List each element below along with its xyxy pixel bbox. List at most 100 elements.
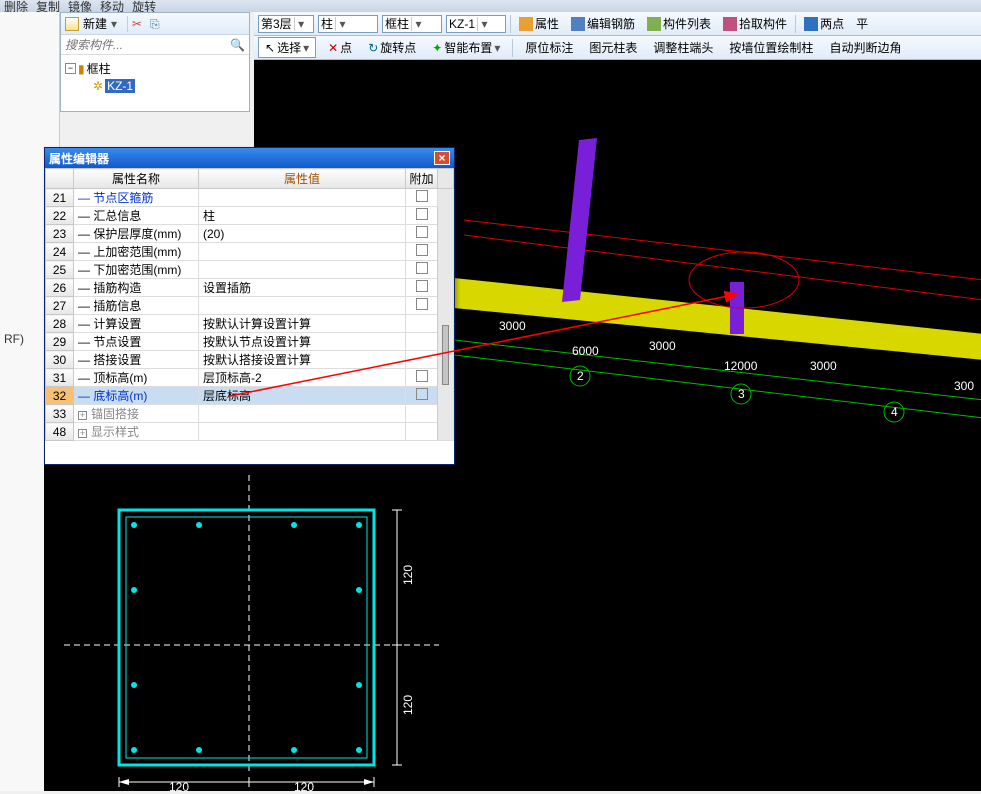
grid-row[interactable]: 48+显示样式	[46, 423, 454, 441]
cursor-icon: ↖	[265, 41, 275, 55]
svg-text:6000: 6000	[572, 344, 599, 358]
prop-value[interactable]	[199, 243, 406, 261]
grid-row[interactable]: 27— 插筋信息	[46, 297, 454, 315]
prop-value[interactable]	[199, 405, 406, 423]
cut-icon[interactable]: ✂	[132, 17, 146, 31]
property-grid: 属性名称 属性值 附加 21— 节点区箍筋22— 汇总信息柱23— 保护层厚度(…	[45, 168, 454, 464]
grid-row[interactable]: 30— 搭接设置按默认搭接设置计算	[46, 351, 454, 369]
prop-name: +显示样式	[74, 423, 199, 441]
attr-button[interactable]: 属性	[515, 14, 563, 33]
close-button[interactable]: ×	[434, 151, 450, 165]
grid-row[interactable]: 33+锚固搭接	[46, 405, 454, 423]
prop-value[interactable]	[199, 423, 406, 441]
scrollbar-track[interactable]	[438, 189, 454, 441]
col-name[interactable]: 属性名称	[74, 169, 199, 189]
svg-text:4: 4	[891, 405, 898, 419]
type-combo[interactable]: 柱▾	[318, 15, 378, 33]
rotpoint-button[interactable]: ↻旋转点	[364, 38, 420, 57]
rownum: 30	[46, 351, 74, 369]
dialog-title: 属性编辑器	[49, 150, 109, 167]
context-toolbar: 第3层▾ 柱▾ 框柱▾ KZ-1▾ 属性 编辑钢筋 构件列表 拾取构件 两点 平	[254, 12, 981, 36]
extra-checkbox[interactable]	[406, 369, 438, 387]
rownum: 28	[46, 315, 74, 333]
extra-checkbox[interactable]	[406, 351, 438, 369]
extra-checkbox[interactable]	[406, 243, 438, 261]
metacol-button[interactable]: 图元柱表	[585, 38, 641, 57]
prop-value[interactable]: 层顶标高-2	[199, 369, 406, 387]
search-input[interactable]	[65, 38, 230, 52]
tree-child[interactable]: ✲ KZ-1	[65, 78, 245, 94]
dialog-titlebar[interactable]: 属性编辑器 ×	[45, 148, 454, 168]
grid-row[interactable]: 29— 节点设置按默认节点设置计算	[46, 333, 454, 351]
grid-row[interactable]: 25— 下加密范围(mm)	[46, 261, 454, 279]
tb-item[interactable]: 移动	[100, 0, 124, 12]
point-button[interactable]: ✕点	[324, 38, 356, 57]
extra-checkbox[interactable]	[406, 297, 438, 315]
extra-checkbox[interactable]	[406, 225, 438, 243]
grid-row[interactable]: 22— 汇总信息柱	[46, 207, 454, 225]
svg-text:120: 120	[401, 565, 415, 585]
scrollbar[interactable]	[438, 169, 454, 189]
copy-icon[interactable]: ⎘	[150, 17, 164, 31]
extra-checkbox[interactable]	[406, 405, 438, 423]
prop-value[interactable]: 按默认节点设置计算	[199, 333, 406, 351]
tb-item[interactable]: 复制	[36, 0, 60, 12]
rownum: 33	[46, 405, 74, 423]
prop-value[interactable]: (20)	[199, 225, 406, 243]
tb-item[interactable]: 旋转	[132, 0, 156, 12]
col-extra[interactable]: 附加	[406, 169, 438, 189]
separator	[127, 16, 128, 32]
separator	[795, 15, 796, 33]
grid-row[interactable]: 26— 插筋构造设置插筋	[46, 279, 454, 297]
extra-checkbox[interactable]	[406, 387, 438, 405]
collapse-icon[interactable]: −	[65, 63, 76, 74]
prop-name: — 汇总信息	[74, 207, 199, 225]
prop-value[interactable]	[199, 261, 406, 279]
extra-checkbox[interactable]	[406, 423, 438, 441]
extra-checkbox[interactable]	[406, 189, 438, 207]
grid-row[interactable]: 24— 上加密范围(mm)	[46, 243, 454, 261]
prop-value[interactable]: 柱	[199, 207, 406, 225]
svg-text:3000: 3000	[810, 359, 837, 373]
extra-checkbox[interactable]	[406, 315, 438, 333]
tb-item[interactable]: 镜像	[68, 0, 92, 12]
prop-value[interactable]	[199, 189, 406, 207]
autojudge-button[interactable]: 自动判断边角	[825, 38, 905, 57]
rebar-button[interactable]: 编辑钢筋	[567, 14, 639, 33]
svg-text:2: 2	[577, 369, 584, 383]
grid-row[interactable]: 31— 顶标高(m)层顶标高-2	[46, 369, 454, 387]
dropdown-icon[interactable]: ▾	[111, 17, 117, 31]
extra-checkbox[interactable]	[406, 279, 438, 297]
prop-value[interactable]: 设置插筋	[199, 279, 406, 297]
grid-row[interactable]: 21— 节点区箍筋	[46, 189, 454, 207]
search-icon[interactable]: 🔍	[230, 38, 245, 52]
ping-button[interactable]: 平	[852, 14, 872, 33]
smart-button[interactable]: ✦智能布置▾	[428, 38, 504, 57]
name-combo[interactable]: KZ-1▾	[446, 15, 506, 33]
extra-checkbox[interactable]	[406, 333, 438, 351]
pick-button[interactable]: 拾取构件	[719, 14, 791, 33]
adjust-button[interactable]: 调整柱端头	[649, 38, 717, 57]
new-button[interactable]: 新建	[83, 15, 107, 32]
list-button[interactable]: 构件列表	[643, 14, 715, 33]
prop-value[interactable]	[199, 297, 406, 315]
prop-value[interactable]: 层底标高	[199, 387, 406, 405]
item-icon: ✲	[93, 79, 103, 93]
col-value[interactable]: 属性值	[199, 169, 406, 189]
prop-value[interactable]: 按默认计算设置计算	[199, 315, 406, 333]
select-button[interactable]: ↖选择▾	[258, 37, 316, 58]
grid-row[interactable]: 28— 计算设置按默认计算设置计算	[46, 315, 454, 333]
tree-root[interactable]: − ▮ 框柱	[65, 59, 245, 78]
svg-text:12000: 12000	[724, 359, 758, 373]
tb-item[interactable]: 删除	[4, 0, 28, 12]
grid-row[interactable]: 32— 底标高(m)层底标高	[46, 387, 454, 405]
prop-value[interactable]: 按默认搭接设置计算	[199, 351, 406, 369]
twopoint-button[interactable]: 两点	[800, 14, 848, 33]
section-combo[interactable]: 框柱▾	[382, 15, 442, 33]
grid-row[interactable]: 23— 保护层厚度(mm)(20)	[46, 225, 454, 243]
wallcol-button[interactable]: 按墙位置绘制柱	[725, 38, 817, 57]
extra-checkbox[interactable]	[406, 207, 438, 225]
floor-combo[interactable]: 第3层▾	[258, 15, 314, 33]
extra-checkbox[interactable]	[406, 261, 438, 279]
origin-button[interactable]: 原位标注	[521, 38, 577, 57]
